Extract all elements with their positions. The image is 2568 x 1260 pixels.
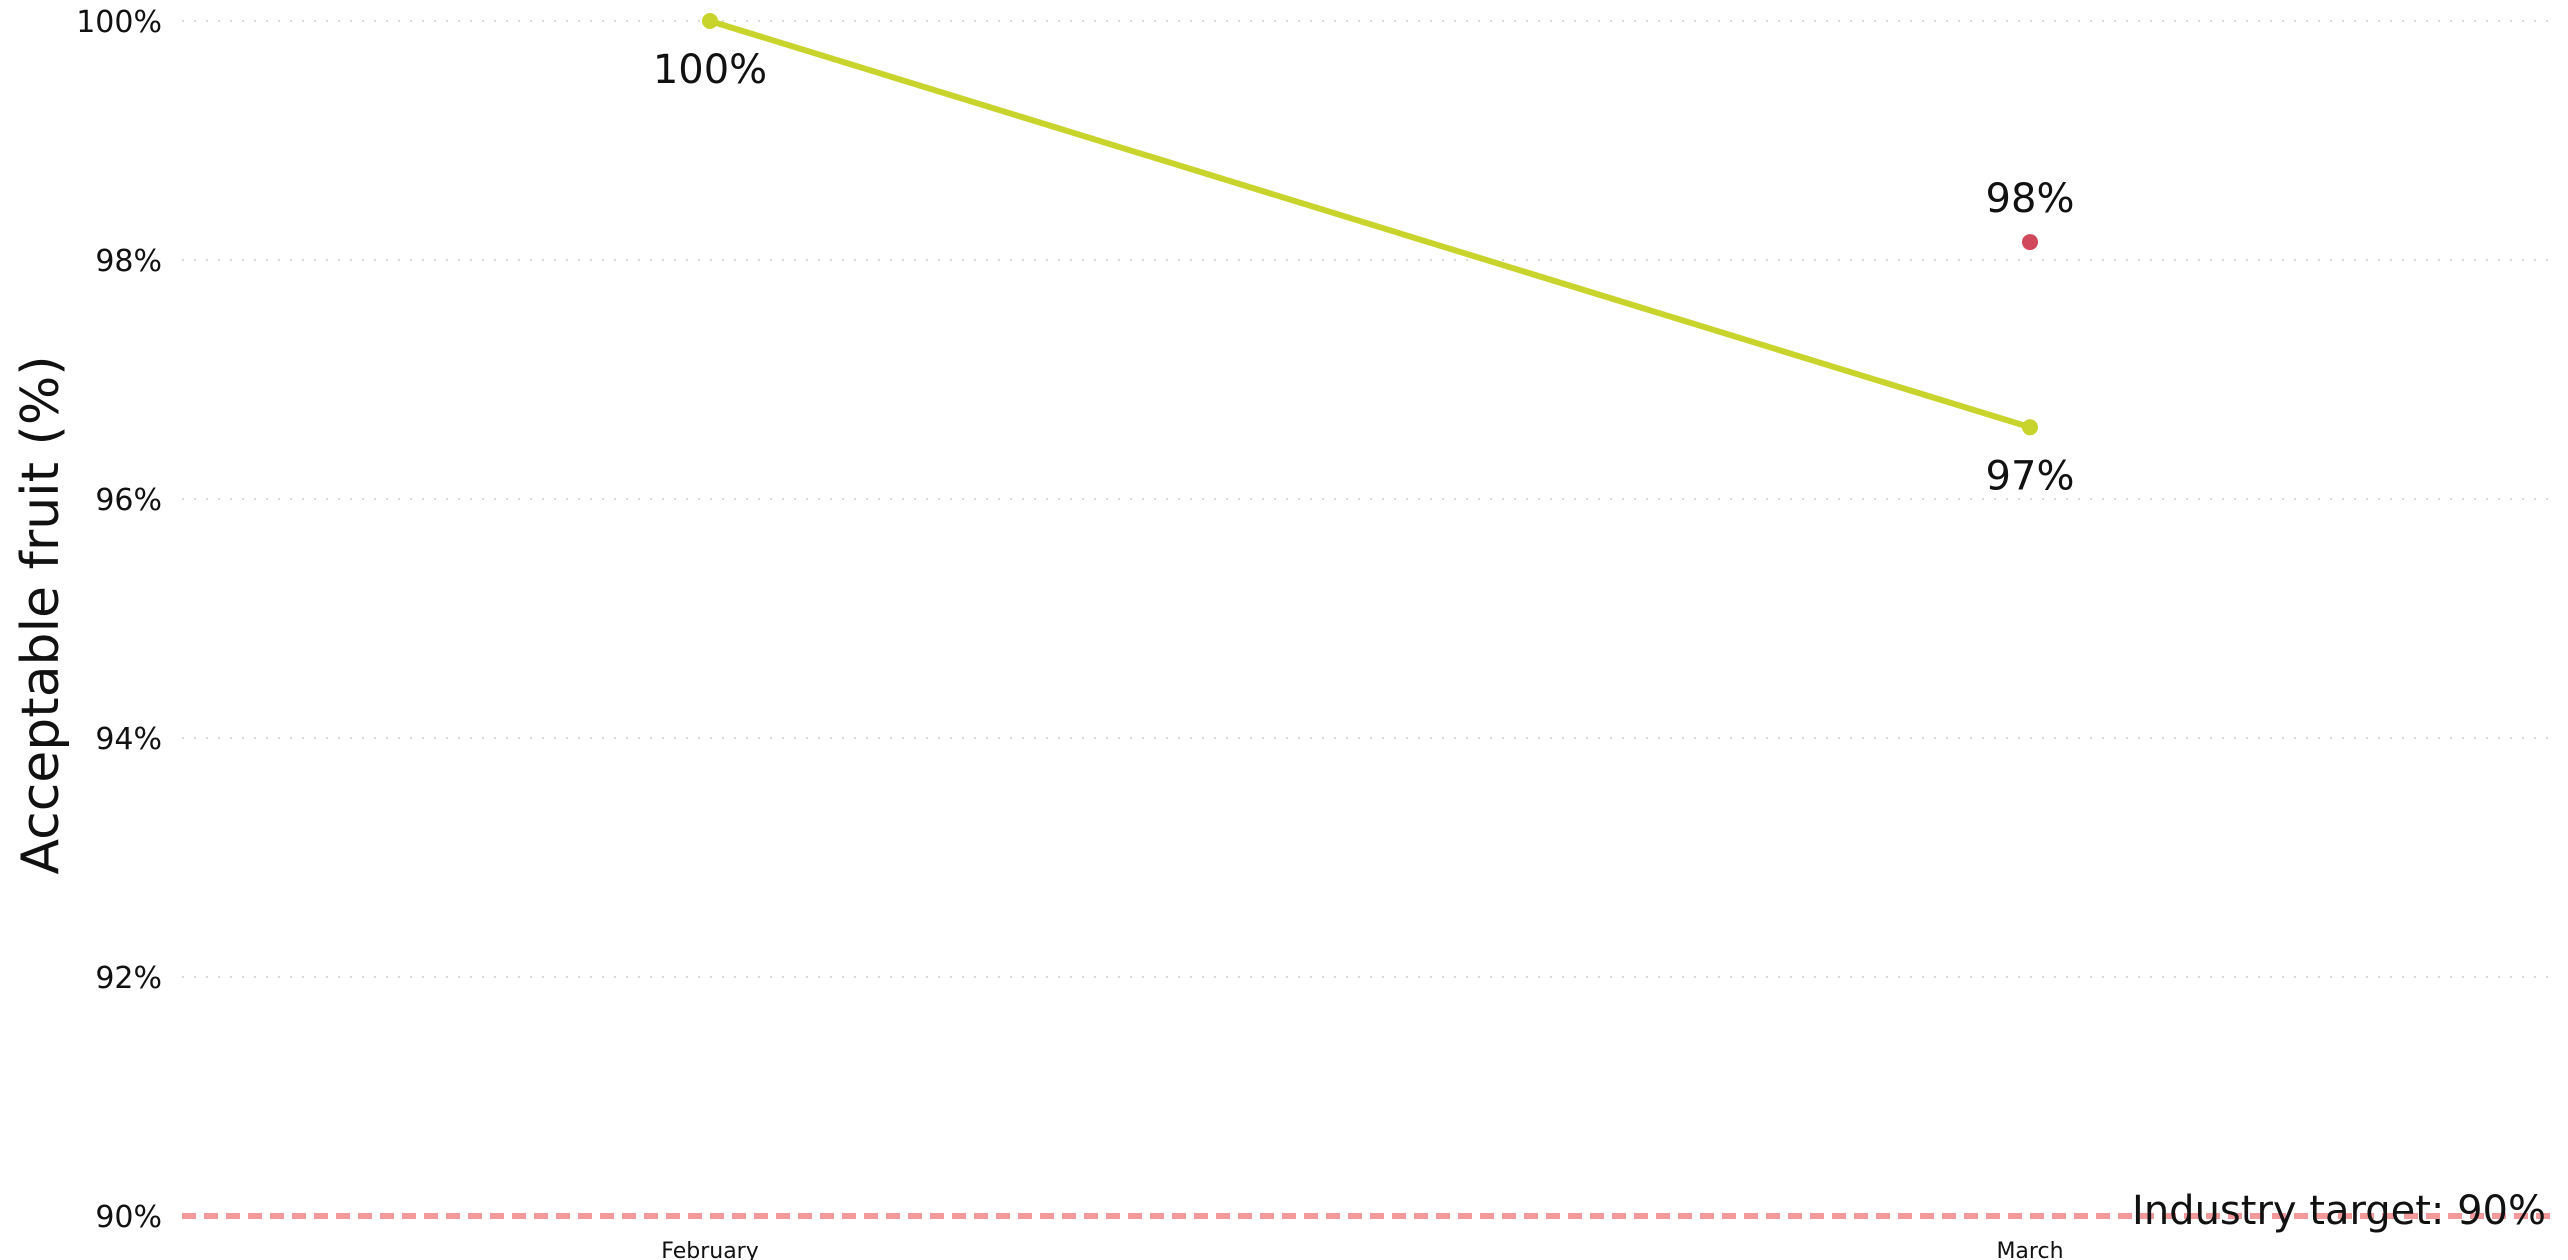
y-tick-label: 96% — [95, 483, 162, 518]
data-label: 100% — [653, 47, 767, 93]
x-tick-label: February — [661, 1239, 759, 1260]
industry-target-label: Industry target: 90% — [2132, 1188, 2546, 1234]
series-0-line — [707, 18, 2033, 431]
y-tick-label: 94% — [95, 722, 162, 757]
series-1-point — [2022, 234, 2038, 251]
y-tick-label: 100% — [76, 5, 162, 40]
series-0-point — [702, 13, 718, 29]
y-axis-title: Acceptable fruit (%) — [11, 355, 71, 874]
y-tick-label: 90% — [95, 1200, 162, 1235]
x-tick-label: March — [1996, 1239, 2063, 1260]
data-label: 97% — [1986, 453, 2075, 499]
data-label: 98% — [1986, 176, 2075, 222]
gridlines — [182, 20, 2550, 978]
series-group — [702, 13, 2038, 436]
y-tick-label: 98% — [95, 244, 162, 279]
series-0-point — [2022, 419, 2038, 436]
y-axis-tick-labels: 90% 92% 94% 96% 98% 100% — [76, 5, 162, 1235]
y-tick-label: 92% — [95, 961, 162, 996]
data-labels: 100% 97% 98% — [653, 47, 2075, 499]
x-axis-tick-labels: February March — [661, 1239, 2063, 1260]
